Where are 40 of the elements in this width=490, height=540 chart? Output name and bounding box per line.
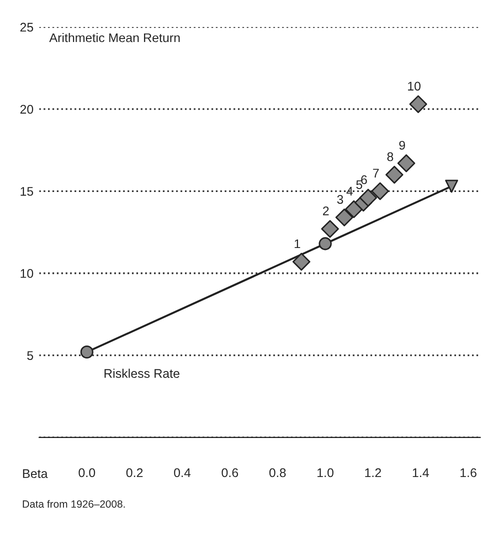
y-tick-label: 20 <box>20 104 34 114</box>
annotation: 7 <box>373 168 379 178</box>
y-tick-label: 25 <box>20 22 34 32</box>
annotation: 8 <box>387 152 394 162</box>
annotation: 10 <box>408 82 421 91</box>
annotation: 4 <box>346 186 353 196</box>
x-tick-label: 0.8 <box>269 468 286 478</box>
point <box>318 237 332 250</box>
point <box>371 182 389 200</box>
y-axis-title: Arithmetic Mean Return <box>49 33 180 42</box>
annotation: 1 <box>294 239 300 248</box>
annotation: 3 <box>337 194 344 204</box>
point <box>397 154 416 172</box>
x-tick-label: 0.6 <box>222 468 238 478</box>
x-axis-title: Beta <box>23 469 48 478</box>
point <box>359 188 378 207</box>
x-tick-label: 0.2 <box>126 468 143 478</box>
annotation: 9 <box>399 140 406 150</box>
point <box>409 95 428 114</box>
point <box>445 180 458 193</box>
point <box>80 346 94 359</box>
annotation: 5 <box>356 180 362 190</box>
y-tick-label: 15 <box>20 187 34 196</box>
y-tick-label: 5 <box>27 351 34 360</box>
point <box>335 208 354 226</box>
point <box>321 220 339 238</box>
x-tick-label: 1.2 <box>365 468 381 478</box>
point <box>344 200 363 218</box>
text: Data from 1926–2008. <box>22 500 125 508</box>
y-tick-label: 10 <box>20 269 34 278</box>
point <box>385 166 404 184</box>
x-tick-label: 0.4 <box>174 468 191 478</box>
x-tick-label: 1.6 <box>460 468 476 478</box>
annotation: 6 <box>361 175 367 184</box>
x-tick-label: 1.0 <box>318 468 334 478</box>
x-tick-label: 0.0 <box>78 468 96 478</box>
x-tick-label: 1.4 <box>412 468 429 478</box>
annotation: Riskless Rate <box>104 368 180 378</box>
point <box>292 252 310 271</box>
annotation: 2 <box>323 206 329 216</box>
